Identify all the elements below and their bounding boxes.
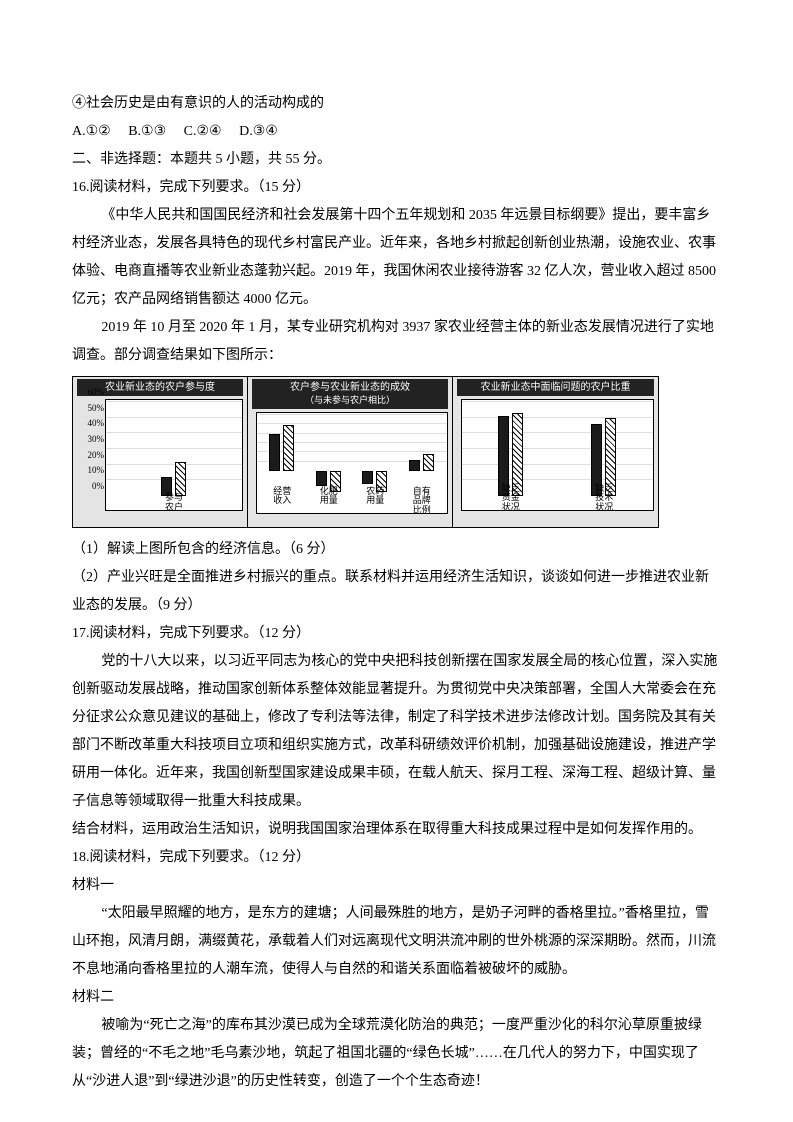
section2-header: 二、非选择题：本题共 5 小题，共 55 分。 <box>72 146 721 174</box>
option-b: B.①③ <box>128 124 166 139</box>
q15-stmt4: ④社会历史是由有意识的人的活动构成的 <box>72 90 721 118</box>
q18-title: 18.阅读材料，完成下列要求。（12 分） <box>72 844 721 872</box>
q17-title: 17.阅读材料，完成下列要求。（12 分） <box>72 620 721 648</box>
q18-m1-p: “太阳最早照耀的地方，是东方的建塘；人间最殊胜的地方，是奶子河畔的香格里拉。”香… <box>72 900 721 984</box>
chart-panel-1: 农业新业态的农户参与度 小农户 规模农户 60%50%40%30%20%10%0… <box>73 377 248 527</box>
q17-p1: 党的十八大以来，以习近平同志为核心的党中央把科技创新摆在国家发展全局的核心位置，… <box>72 648 721 816</box>
chart-panel-2: 农户参与农业新业态的成效 （与未参与农户相比） 经营收入化肥用量农药用量自有品牌… <box>248 377 453 527</box>
q16-sub1: （1）解读上图所包含的经济信息。（6 分） <box>72 536 721 564</box>
panel1-plot: 60%50%40%30%20%10%0%参与农户 <box>105 399 243 511</box>
chart-outer: 农业新业态的农户参与度 小农户 规模农户 60%50%40%30%20%10%0… <box>72 376 659 528</box>
q16-sub2: （2）产业兴旺是全面推进乡村振兴的重点。联系材料并运用经济生活知识，谈谈如何进一… <box>72 564 721 620</box>
panel3-plot: 缺乏资金状况缺乏技术状况 <box>461 399 654 511</box>
q15-options: A.①② B.①③ C.②④ D.③④ <box>72 118 721 146</box>
q18-m1-label: 材料一 <box>72 872 721 900</box>
chart-panel-3: 农业新业态中面临问题的农户比重 小农户 规模农户 缺乏资金状况缺乏技术状况 <box>453 377 658 527</box>
q16-p1: 《中华人民共和国国民经济和社会发展第十四个五年规划和 2035 年远景目标纲要》… <box>72 202 721 314</box>
q18-m2-label: 材料二 <box>72 984 721 1012</box>
panel2-plot: 经营收入化肥用量农药用量自有品牌比例 <box>256 412 448 514</box>
q17-p2: 结合材料，运用政治生活知识，说明我国国家治理体系在取得重大科技成果过程中是如何发… <box>72 816 721 844</box>
panel2-title: 农户参与农业新业态的成效 （与未参与农户相比） <box>252 379 448 409</box>
chart-block: 农业新业态的农户参与度 小农户 规模农户 60%50%40%30%20%10%0… <box>72 376 721 528</box>
q16-title: 16.阅读材料，完成下列要求。（15 分） <box>72 174 721 202</box>
option-d: D.③④ <box>239 124 278 139</box>
q16-p2: 2019 年 10 月至 2020 年 1 月，某专业研究机构对 3937 家农… <box>72 314 721 370</box>
panel3-title: 农业新业态中面临问题的农户比重 <box>457 379 654 396</box>
option-c: C.②④ <box>184 124 222 139</box>
q18-m2-p: 被喻为“死亡之海”的库布其沙漠已成为全球荒漠化防治的典范；一度严重沙化的科尔沁草… <box>72 1012 721 1096</box>
option-a: A.①② <box>72 124 111 139</box>
page: ④社会历史是由有意识的人的活动构成的 A.①② B.①③ C.②④ D.③④ 二… <box>0 0 793 1122</box>
